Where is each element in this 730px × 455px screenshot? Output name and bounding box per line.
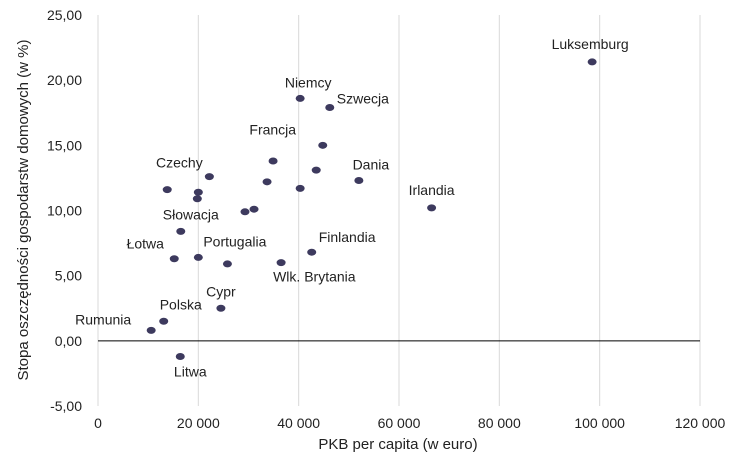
y-tick-label: -5,00 bbox=[50, 398, 82, 414]
x-tick-label: 120 000 bbox=[675, 415, 726, 431]
data-point bbox=[193, 188, 203, 196]
x-tick-label: 40 000 bbox=[277, 415, 320, 431]
x-tick-label: 0 bbox=[94, 415, 102, 431]
data-point bbox=[176, 227, 186, 235]
data-point bbox=[262, 178, 272, 186]
data-point bbox=[311, 166, 321, 174]
x-tick-label: 20 000 bbox=[177, 415, 220, 431]
point-label: Rumunia bbox=[75, 311, 131, 327]
x-tick-label: 80 000 bbox=[478, 415, 521, 431]
y-tick-label: 0,00 bbox=[55, 333, 82, 349]
point-label: Irlandia bbox=[409, 182, 455, 198]
y-tick-label: 15,00 bbox=[47, 137, 82, 153]
data-point bbox=[162, 186, 172, 194]
data-point bbox=[175, 352, 185, 360]
data-point bbox=[222, 260, 232, 268]
y-tick-label: 25,00 bbox=[47, 7, 82, 23]
data-point bbox=[318, 141, 328, 149]
point-label: Łotwa bbox=[127, 236, 165, 252]
point-label: Portugalia bbox=[203, 233, 266, 249]
point-label: Czechy bbox=[156, 155, 203, 171]
data-point bbox=[268, 157, 278, 165]
data-point bbox=[249, 205, 259, 213]
data-point bbox=[204, 173, 214, 181]
data-point bbox=[146, 326, 156, 334]
point-label: Szwecja bbox=[337, 91, 389, 107]
point-label: Niemcy bbox=[285, 74, 332, 90]
data-point bbox=[159, 317, 169, 325]
point-label: Francja bbox=[249, 121, 296, 137]
x-tick-label: 100 000 bbox=[574, 415, 625, 431]
y-tick-labels: -5,00 0,00 5,00 10,00 15,00 20,00 25,00 bbox=[47, 7, 82, 414]
point-label: Dania bbox=[353, 157, 390, 173]
x-tick-labels: 0 20 000 40 000 60 000 80 000 100 000 120 000 bbox=[94, 415, 725, 431]
data-point bbox=[325, 104, 335, 112]
data-point bbox=[193, 253, 203, 261]
y-tick-label: 20,00 bbox=[47, 72, 82, 88]
data-point bbox=[169, 255, 179, 263]
point-label: Polska bbox=[160, 296, 202, 312]
x-axis-title: PKB per capita (w euro) bbox=[318, 436, 477, 453]
y-tick-label: 10,00 bbox=[47, 203, 82, 219]
data-point bbox=[427, 204, 437, 212]
data-points bbox=[146, 58, 597, 360]
data-point bbox=[192, 195, 202, 203]
point-label: Wlk. Brytania bbox=[273, 269, 356, 285]
point-label: Litwa bbox=[174, 363, 207, 379]
grid-lines bbox=[97, 15, 701, 406]
point-label: Słowacja bbox=[163, 206, 219, 222]
data-point bbox=[295, 94, 305, 102]
data-point bbox=[240, 208, 250, 216]
point-label: Cypr bbox=[206, 283, 236, 299]
data-point bbox=[295, 184, 305, 192]
point-label: Finlandia bbox=[319, 229, 376, 245]
point-label: Luksemburg bbox=[552, 36, 629, 52]
data-point bbox=[587, 58, 597, 66]
y-tick-label: 5,00 bbox=[55, 268, 82, 284]
point-labels: Luksemburg Niemcy Szwecja Francja Dania Irlan… bbox=[75, 36, 629, 380]
data-point bbox=[276, 259, 286, 267]
data-point bbox=[216, 304, 226, 312]
x-tick-label: 60 000 bbox=[378, 415, 421, 431]
data-point bbox=[307, 248, 317, 256]
data-point bbox=[354, 177, 364, 185]
y-axis-title: Stopa oszczędności gospodarstw domowych … bbox=[15, 40, 32, 381]
